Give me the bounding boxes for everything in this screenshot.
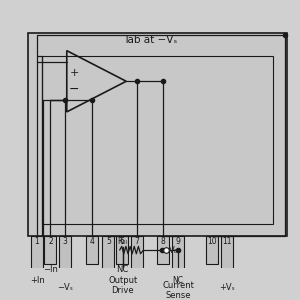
Text: 8: 8 — [161, 237, 166, 246]
Text: 6: 6 — [119, 237, 124, 246]
Text: +In: +In — [30, 276, 44, 285]
Text: 11: 11 — [223, 237, 232, 246]
Text: +: + — [70, 68, 79, 78]
Text: 2: 2 — [48, 237, 53, 246]
Text: V₀: V₀ — [169, 246, 178, 255]
Text: Current
Sense: Current Sense — [162, 281, 194, 300]
Text: 4: 4 — [90, 237, 94, 246]
Text: NC: NC — [116, 265, 128, 274]
Text: 3: 3 — [63, 237, 68, 246]
Text: 10: 10 — [208, 237, 217, 246]
Bar — [86, 236, 98, 264]
Text: NC: NC — [173, 276, 184, 285]
Text: +Vₛ: +Vₛ — [219, 283, 235, 292]
Bar — [31, 236, 43, 274]
Text: 7: 7 — [134, 237, 139, 246]
Bar — [172, 236, 184, 274]
Text: R₀ₗ: R₀ₗ — [118, 237, 128, 246]
Text: Tab at −Vₛ: Tab at −Vₛ — [123, 35, 177, 45]
Bar — [44, 236, 56, 264]
Text: 9: 9 — [176, 237, 181, 246]
Text: 5: 5 — [106, 237, 111, 246]
Bar — [131, 236, 142, 274]
Bar — [41, 56, 273, 224]
Text: 1: 1 — [35, 237, 39, 246]
Bar — [102, 236, 114, 274]
Bar — [158, 236, 169, 264]
Bar — [59, 236, 71, 274]
Bar — [116, 236, 128, 264]
Text: −: − — [69, 83, 80, 96]
Text: Output
Drive: Output Drive — [108, 276, 137, 295]
Text: −Vₛ: −Vₛ — [57, 283, 73, 292]
Text: −In: −In — [43, 265, 58, 274]
Bar — [221, 236, 233, 274]
Bar — [206, 236, 218, 264]
Bar — [28, 33, 287, 236]
